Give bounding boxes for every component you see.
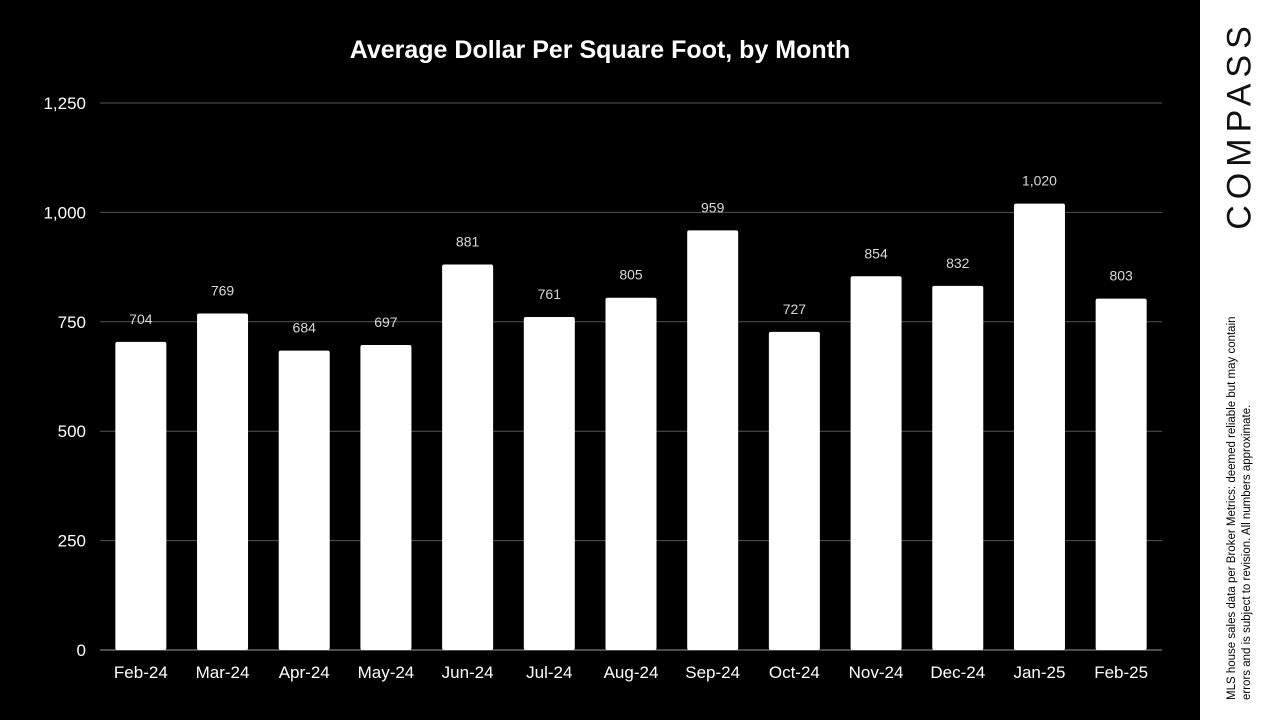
x-tick-label: Oct-24: [769, 663, 820, 682]
chart-area: Average Dollar Per Square Foot, by Month…: [43, 36, 1162, 682]
data-label: 684: [293, 320, 317, 336]
brand-sidebar: COMPASS MLS house sales data per Broker …: [1200, 0, 1280, 720]
data-label: 704: [129, 311, 153, 327]
data-label: 697: [374, 314, 398, 330]
x-tick-label: Aug-24: [604, 663, 659, 682]
bar-chart: 0 250 500 750 1,000 1,250 704 Feb-24 769 Mar-24 68…: [43, 94, 1162, 682]
x-tick-label: Jul-24: [526, 663, 572, 682]
data-label: 803: [1109, 268, 1133, 284]
data-label: 761: [538, 286, 562, 302]
y-tick-label: 250: [58, 532, 86, 551]
bar: [605, 297, 657, 650]
disclaimer-text: MLS house sales data per Broker Metrics:…: [1226, 316, 1253, 700]
x-tick-label: Feb-25: [1094, 663, 1148, 682]
bar: [932, 285, 984, 650]
data-label: 881: [456, 233, 480, 249]
bar: [768, 331, 820, 650]
x-tick-label: May-24: [358, 663, 415, 682]
x-tick-label: Jun-24: [442, 663, 494, 682]
data-label: 854: [864, 245, 888, 261]
bar: [1013, 203, 1065, 650]
x-tick-label: Dec-24: [930, 663, 985, 682]
compass-logo: COMPASS: [1220, 20, 1259, 230]
bar: [1095, 298, 1147, 650]
data-label: 1,020: [1022, 173, 1057, 189]
bar: [360, 344, 412, 650]
x-tick-label: Nov-24: [849, 663, 904, 682]
bar: [115, 341, 167, 650]
x-tick-label: Apr-24: [279, 663, 330, 682]
x-tick-label: Jan-25: [1013, 663, 1065, 682]
data-label: 727: [783, 301, 807, 317]
data-label: 805: [619, 267, 643, 283]
data-label: 769: [211, 282, 235, 298]
bar: [197, 313, 249, 650]
y-tick-label: 0: [77, 641, 86, 660]
data-label: 959: [701, 199, 725, 215]
y-tick-label: 1,250: [43, 94, 86, 113]
bar: [442, 264, 494, 650]
y-tick-label: 750: [58, 313, 86, 332]
y-tick-label: 1,000: [43, 203, 86, 222]
y-tick-label: 500: [58, 422, 86, 441]
data-label: 832: [946, 255, 970, 271]
x-tick-label: Feb-24: [114, 663, 168, 682]
chart-title: Average Dollar Per Square Foot, by Month: [349, 36, 851, 64]
x-tick-label: Sep-24: [685, 663, 740, 682]
bar: [850, 276, 902, 650]
x-tick-label: Mar-24: [196, 663, 250, 682]
bar: [278, 350, 330, 650]
bar: [687, 230, 739, 650]
bar: [523, 316, 575, 650]
